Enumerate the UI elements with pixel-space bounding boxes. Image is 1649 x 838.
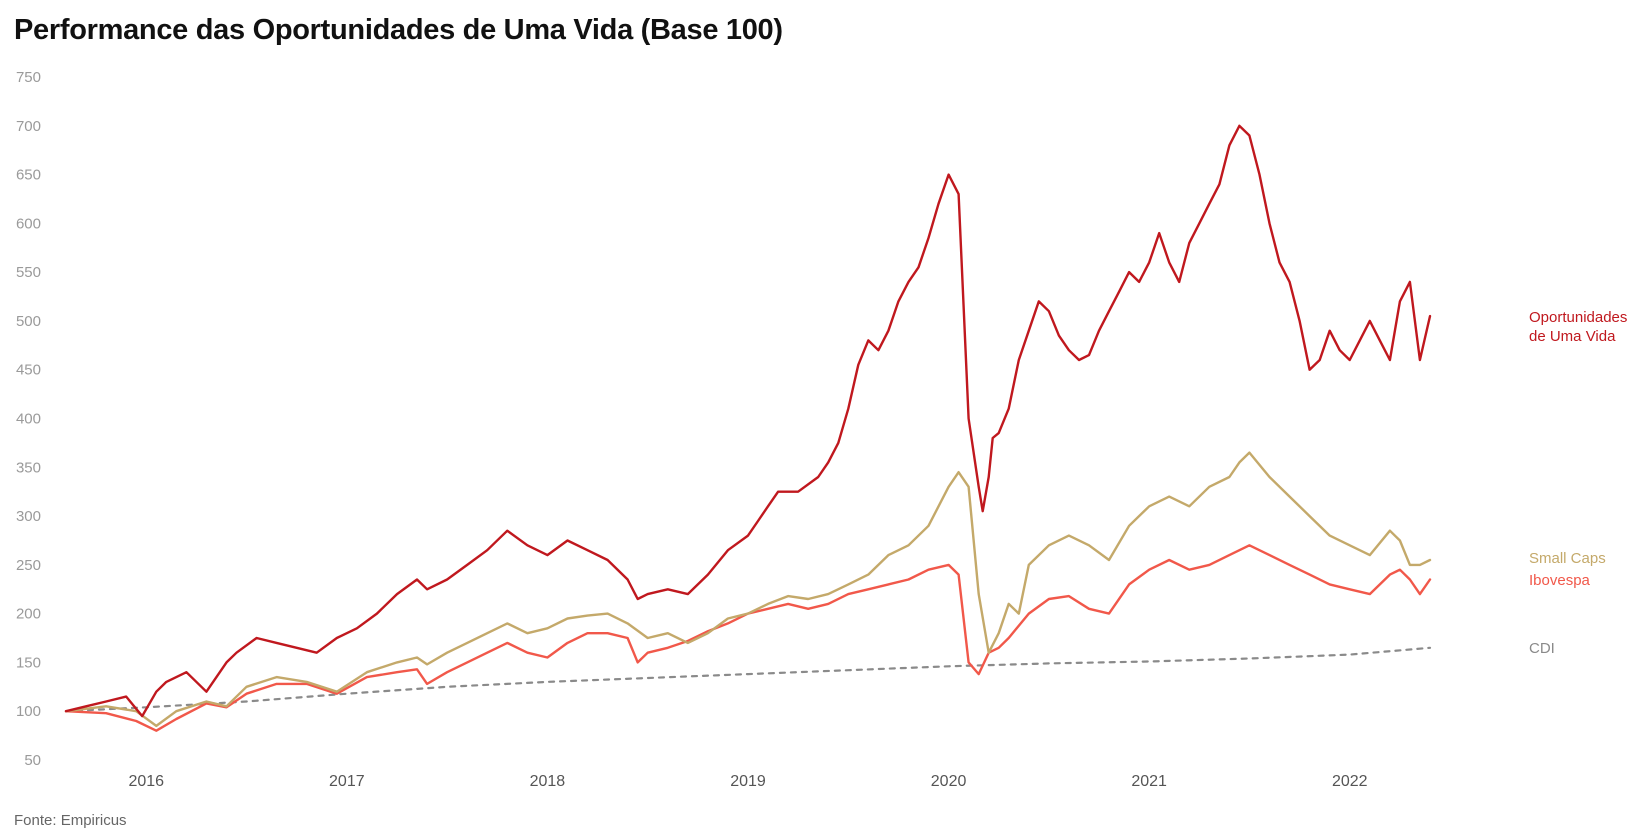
series-line-cdi [64,646,1432,713]
series-end-label: Ibovespa [1529,572,1591,589]
series-line-oportunidades-de-uma-vida [64,124,1432,718]
y-tick-label: 150 [16,654,41,671]
y-tick-label: 100 [16,703,41,720]
x-tick-label: 2022 [1332,773,1368,790]
y-tick-label: 50 [24,752,41,769]
y-axis-ticks: 50 100 150 200 250 300 350 400 450 500 550 600 650 70… [16,69,41,769]
series-line-small-caps [64,451,1432,728]
y-tick-label: 650 [16,167,41,184]
y-tick-label: 200 [16,606,41,623]
x-tick-label: 2017 [329,773,365,790]
series-end-label: Small Caps [1529,550,1606,567]
y-tick-label: 400 [16,411,41,428]
series-end-label: Oportunidades [1529,309,1627,326]
y-tick-label: 250 [16,557,41,574]
x-tick-label: 2016 [128,773,164,790]
chart-title: Performance das Oportunidades de Uma Vid… [14,14,783,46]
y-tick-label: 700 [16,118,41,135]
x-axis-ticks: 2016 2017 2018 2019 2020 2021 2022 [128,773,1367,790]
x-tick-label: 2018 [530,773,566,790]
x-tick-label: 2021 [1131,773,1167,790]
y-tick-label: 300 [16,508,41,525]
source-note: Fonte: Empiricus [14,812,127,829]
y-tick-label: 450 [16,362,41,379]
x-tick-label: 2019 [730,773,766,790]
y-tick-label: 750 [16,69,41,86]
x-tick-label: 2020 [931,773,967,790]
series-line-ibovespa [64,544,1432,732]
series-labels: Oportunidades de Uma Vida Small Caps Iboves… [1529,309,1627,657]
y-tick-label: 350 [16,459,41,476]
y-tick-label: 550 [16,264,41,281]
series-lines [64,124,1432,732]
series-end-label: CDI [1529,640,1555,657]
y-tick-label: 600 [16,215,41,232]
series-end-label: de Uma Vida [1529,328,1616,345]
y-tick-label: 500 [16,313,41,330]
